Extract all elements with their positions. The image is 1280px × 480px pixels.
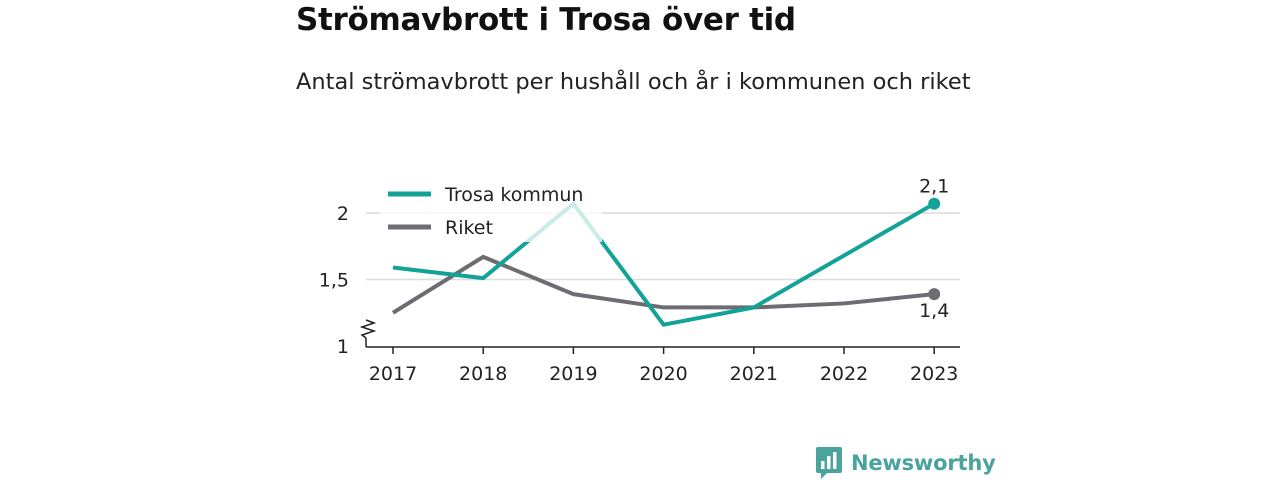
series-line-1: [391, 254, 935, 315]
endpoint-marker: [928, 288, 941, 301]
newsworthy-icon: [816, 447, 842, 479]
line-chart: 1 1,5 2 2017 2018 2019 2020 2021 2022 2023 Trosa k…: [319, 176, 960, 385]
chart-subtitle: Antal strömavbrott per hushåll och år i …: [296, 69, 971, 95]
y-tick-label: 1: [337, 336, 349, 358]
x-tick-label: 2022: [820, 363, 868, 385]
legend-background: [380, 176, 602, 242]
x-tick-label: 2019: [549, 363, 597, 385]
endpoint-label: 1,4: [919, 300, 949, 322]
legend-label: Trosa kommun: [444, 184, 583, 206]
series-line-0: [392, 200, 936, 327]
endpoint-label: 2,1: [919, 176, 949, 198]
chart-title: Strömavbrott i Trosa över tid: [296, 2, 796, 38]
x-tick-label: 2018: [459, 363, 507, 385]
axis-break-mark: [359, 319, 377, 339]
x-tick-label: 2017: [369, 363, 417, 385]
x-tick-label: 2020: [639, 363, 687, 385]
brand-name: Newsworthy: [851, 451, 996, 475]
x-tick-label: 2021: [730, 363, 778, 385]
y-tick-label: 2: [337, 203, 349, 225]
endpoint-marker: [928, 197, 941, 210]
x-tick-label: 2023: [910, 363, 958, 385]
y-tick-label: 1,5: [319, 270, 349, 292]
legend-label: Riket: [445, 217, 493, 239]
brand-logo: Newsworthy: [815, 446, 996, 480]
